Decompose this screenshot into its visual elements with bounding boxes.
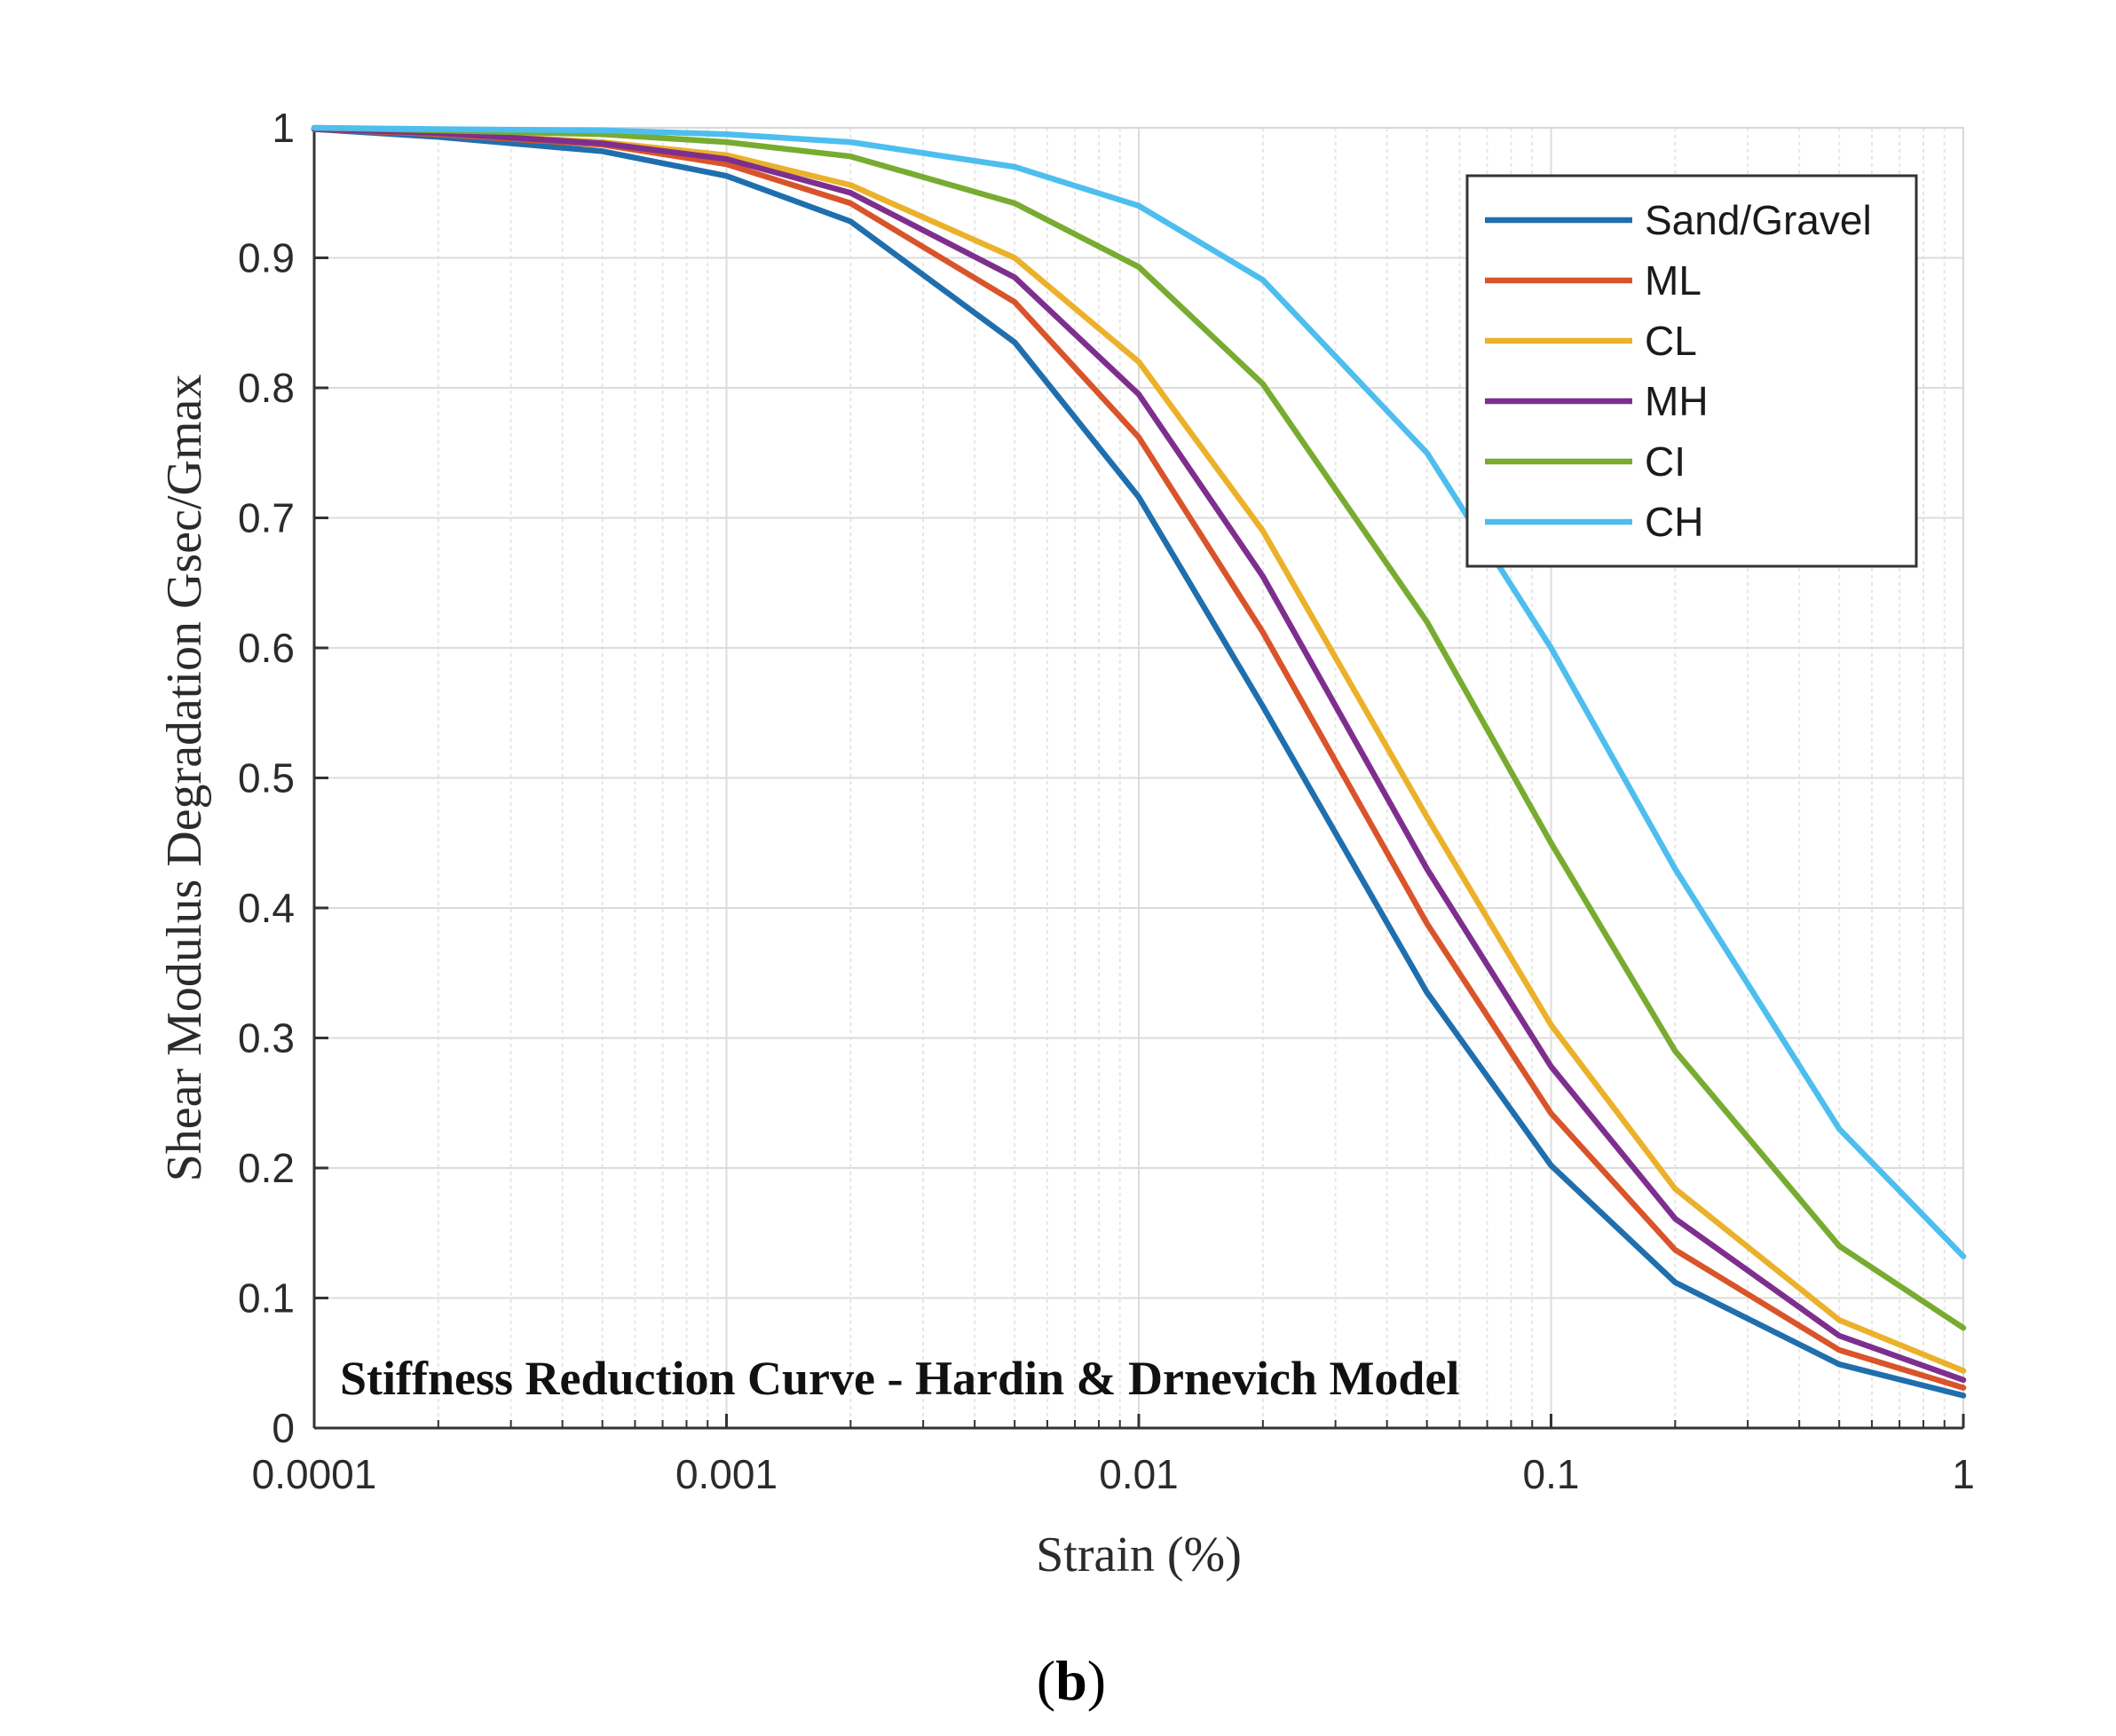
y-tick-label: 0.9 — [238, 235, 295, 281]
series-line-mh — [311, 126, 1967, 1384]
series-line-ch — [311, 124, 1967, 1259]
y-tick-labels: 0 0.1 0.2 0.3 0.4 0.5 0.6 0.7 0.8 0.9 1 — [238, 105, 295, 1451]
panel-close-paren: ) — [1087, 1649, 1106, 1712]
legend-box — [1465, 174, 1918, 568]
y-tick-label: 0.5 — [238, 755, 295, 801]
y-tick-label: 0.7 — [238, 495, 295, 541]
legend-label-cl: CL — [1645, 318, 1697, 364]
x-tick-label: 0.0001 — [252, 1451, 377, 1497]
x-tick-label: 0.1 — [1523, 1451, 1580, 1497]
x-tick-label: 0.01 — [1099, 1451, 1179, 1497]
axes — [312, 126, 1965, 1430]
y-tick-label: 1 — [272, 105, 295, 151]
legend-label-ci: CI — [1645, 438, 1686, 485]
panel-letter: b — [1055, 1649, 1087, 1712]
series-line-sand-gravel — [311, 126, 1967, 1399]
x-tick-label: 1 — [1952, 1451, 1975, 1497]
y-tick-label: 0 — [272, 1405, 295, 1451]
y-tick-label: 0.6 — [238, 625, 295, 671]
y-tick-label: 0.4 — [238, 885, 295, 931]
x-tick-labels: 0.0001 0.001 0.01 0.1 1 — [252, 1451, 1975, 1497]
y-tick-label: 0.1 — [238, 1275, 295, 1322]
legend-label-ch: CH — [1645, 499, 1703, 545]
panel-open-paren: ( — [1037, 1649, 1055, 1712]
y-tick-label: 0.8 — [238, 365, 295, 411]
x-axis-title: Strain (%) — [1036, 1527, 1242, 1582]
chart-annotation: Stiffness Reduction Curve - Hardin & Drn… — [340, 1352, 1459, 1405]
legend: Sand/Gravel ML CL MH CI CH — [1465, 174, 1918, 568]
legend-label-ml: ML — [1645, 257, 1701, 304]
series-line-ci — [311, 124, 1967, 1331]
grid-major — [313, 127, 1964, 1429]
legend-label-mh: MH — [1645, 378, 1709, 424]
y-tick-label: 0.2 — [238, 1145, 295, 1191]
x-tick-label: 0.001 — [675, 1451, 778, 1497]
panel-label: (b) — [1037, 1649, 1106, 1712]
y-axis-title: Shear Modulus Degradation Gsec/Gmax — [157, 375, 212, 1182]
series-lines — [311, 124, 1967, 1399]
y-tick-label: 0.3 — [238, 1015, 295, 1061]
legend-label-sand-gravel: Sand/Gravel — [1645, 197, 1872, 243]
